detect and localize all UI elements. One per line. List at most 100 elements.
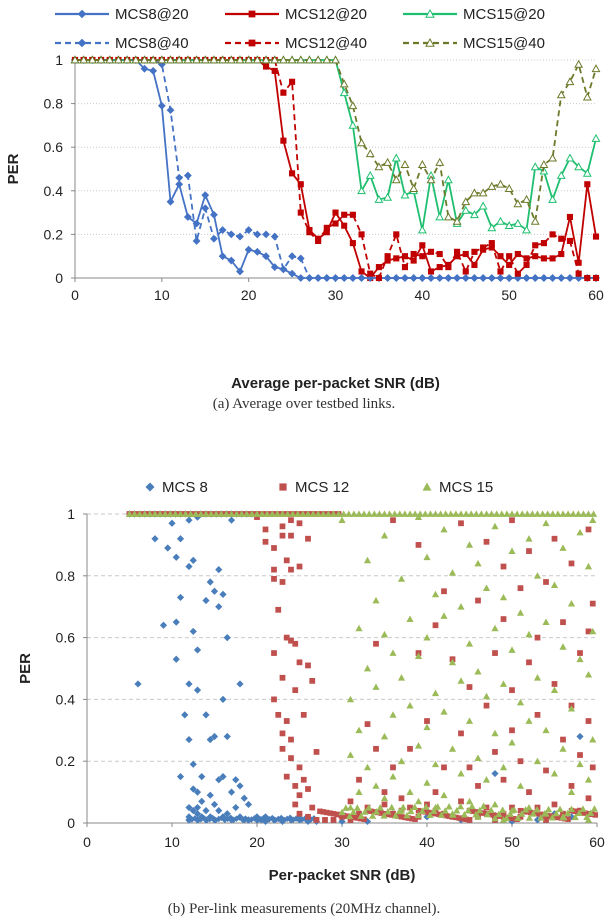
data-point	[227, 510, 236, 517]
data-point	[398, 795, 405, 802]
data-point	[525, 535, 533, 542]
data-point	[289, 170, 296, 177]
data-point	[497, 268, 504, 275]
x-tick-label: 10	[154, 287, 170, 303]
caption-b: (b) Per-link measurements (20MHz channel…	[168, 901, 441, 917]
data-point	[338, 808, 346, 816]
data-point	[502, 814, 511, 822]
data-point	[557, 274, 566, 282]
data-point	[296, 520, 303, 527]
y-tick-label: 0.4	[56, 691, 76, 707]
data-point	[572, 808, 578, 814]
data-point	[539, 510, 547, 517]
data-point	[474, 559, 482, 567]
data-point	[539, 274, 548, 282]
data-point	[470, 808, 476, 814]
data-point	[517, 807, 524, 814]
data-point	[498, 510, 506, 517]
legend-item: MCS8@40	[55, 35, 189, 52]
data-point	[378, 810, 384, 816]
data-point	[176, 535, 185, 543]
data-point	[412, 816, 418, 823]
data-point	[314, 274, 323, 282]
data-point	[271, 67, 278, 74]
data-point	[388, 812, 395, 818]
data-point	[458, 520, 464, 527]
data-point	[370, 510, 378, 517]
data-point	[482, 510, 491, 517]
data-point	[493, 510, 501, 517]
data-point	[314, 510, 322, 517]
data-point	[574, 162, 584, 171]
y-tick-label: 0.8	[44, 96, 64, 112]
data-point	[353, 804, 361, 811]
data-point	[487, 811, 493, 818]
data-point	[522, 274, 531, 282]
data-point	[338, 817, 346, 826]
data-point	[482, 584, 491, 592]
data-point	[219, 773, 227, 781]
data-point	[559, 745, 567, 752]
data-point	[499, 816, 508, 823]
data-point	[389, 773, 397, 780]
data-point	[533, 805, 541, 813]
data-point	[529, 810, 537, 817]
data-point	[508, 646, 516, 653]
data-point	[419, 253, 426, 260]
data-point	[376, 803, 384, 811]
data-point	[243, 510, 251, 517]
data-point	[296, 254, 305, 263]
data-point	[339, 79, 349, 88]
data-point	[462, 510, 470, 517]
data-point	[483, 810, 491, 818]
data-point	[271, 696, 277, 703]
data-point	[431, 689, 440, 697]
data-point	[304, 817, 312, 824]
data-point	[363, 817, 372, 826]
data-point	[299, 510, 307, 517]
data-point	[584, 510, 593, 517]
data-point	[374, 194, 384, 203]
data-point	[552, 809, 560, 817]
data-point	[334, 811, 340, 818]
data-point	[261, 55, 271, 64]
data-point	[202, 807, 210, 815]
y-tick-label: 1	[55, 52, 63, 68]
data-point	[172, 618, 180, 626]
data-point	[461, 205, 471, 214]
data-point	[271, 566, 277, 573]
data-point	[423, 553, 431, 561]
data-point	[305, 274, 314, 282]
data-point	[260, 815, 267, 822]
data-point	[339, 88, 349, 97]
data-point	[579, 805, 587, 812]
data-point	[244, 800, 253, 809]
data-point	[364, 721, 371, 727]
data-point	[487, 223, 497, 232]
data-point	[582, 92, 592, 101]
data-point	[222, 510, 230, 517]
data-point	[423, 779, 431, 786]
data-point	[417, 225, 427, 234]
data-point	[140, 55, 149, 64]
data-point	[583, 813, 591, 821]
data-point	[510, 806, 518, 813]
data-point	[487, 181, 497, 190]
data-point	[198, 773, 206, 781]
data-point	[149, 66, 158, 75]
data-point	[373, 745, 379, 752]
series-MCS12@40	[71, 56, 600, 282]
x-tick-label: 10	[164, 834, 180, 850]
data-point	[409, 274, 418, 282]
chart-b: 0 10 20 30 40 50 60 0 0.2 0.4 0.6 0.8 1 Per-packet SN…	[17, 479, 605, 884]
data-point	[468, 802, 476, 810]
x-tick-label: 20	[249, 834, 265, 850]
data-point	[278, 510, 287, 517]
data-point	[215, 776, 223, 784]
data-point	[215, 566, 223, 574]
data-point	[522, 225, 531, 234]
data-point	[369, 812, 377, 819]
data-point	[591, 133, 601, 142]
data-point	[496, 179, 505, 188]
data-point	[544, 805, 553, 813]
